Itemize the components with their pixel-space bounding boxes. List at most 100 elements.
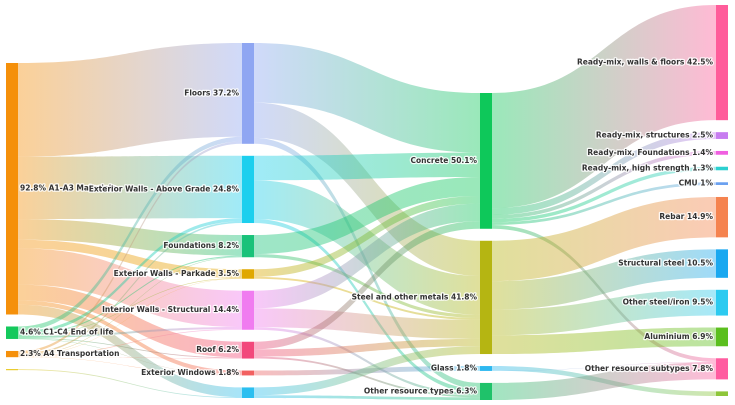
link bbox=[18, 328, 242, 357]
link bbox=[18, 219, 242, 256]
link bbox=[18, 356, 242, 359]
link bbox=[18, 284, 242, 358]
link bbox=[18, 239, 242, 278]
node bbox=[716, 327, 728, 347]
node bbox=[716, 196, 728, 238]
node-label: Other steel/iron 9.5% bbox=[623, 298, 714, 307]
link bbox=[254, 276, 480, 320]
link bbox=[492, 166, 716, 223]
links bbox=[18, 5, 716, 400]
link bbox=[254, 195, 480, 277]
node bbox=[480, 382, 492, 400]
link bbox=[18, 300, 242, 375]
link bbox=[254, 395, 480, 400]
node bbox=[716, 289, 728, 316]
link bbox=[254, 102, 480, 277]
node-label: Ready-mix, Foundations 1.4% bbox=[587, 148, 713, 157]
node-label: Ready-mix, high strength 1.3% bbox=[582, 164, 714, 173]
link bbox=[492, 196, 716, 282]
link bbox=[18, 327, 242, 338]
link bbox=[18, 155, 242, 220]
node-label: Ready-mix, structures 2.5% bbox=[596, 131, 714, 140]
link bbox=[254, 346, 480, 396]
node bbox=[716, 358, 728, 380]
link bbox=[492, 249, 716, 310]
node bbox=[242, 155, 254, 224]
node bbox=[480, 93, 492, 229]
node bbox=[242, 290, 254, 330]
node-label: 4.6% C1-C4 End of life bbox=[20, 328, 114, 337]
node-label: Rebar 14.9% bbox=[659, 212, 713, 221]
link bbox=[492, 362, 716, 371]
node bbox=[242, 341, 254, 359]
link bbox=[18, 218, 242, 335]
node bbox=[716, 150, 728, 155]
link bbox=[254, 177, 480, 254]
nodes bbox=[6, 5, 728, 400]
node-label: Floors 37.2% bbox=[184, 88, 239, 97]
link bbox=[492, 327, 716, 355]
node-label: Other resource subtypes 7.8% bbox=[585, 364, 714, 373]
node-label: Exterior Walls - Above Grade 24.8% bbox=[89, 184, 240, 193]
link bbox=[492, 150, 716, 219]
link bbox=[18, 221, 242, 356]
node bbox=[716, 166, 728, 171]
node bbox=[480, 366, 492, 371]
node-label: Ready-mix, walls & floors 42.5% bbox=[577, 58, 713, 67]
node bbox=[716, 132, 728, 139]
node-label: CMU 1% bbox=[679, 179, 714, 188]
link bbox=[492, 5, 716, 209]
node bbox=[242, 269, 254, 279]
node-label: Glass 1.8% bbox=[431, 363, 478, 372]
link bbox=[254, 152, 480, 181]
link bbox=[492, 362, 716, 400]
link bbox=[492, 289, 716, 336]
link bbox=[492, 182, 716, 225]
link bbox=[492, 132, 716, 215]
node-label: Interior Walls - Structural 14.4% bbox=[102, 305, 239, 314]
node bbox=[242, 43, 254, 144]
link bbox=[18, 43, 242, 157]
node-label: 2.3% A4 Transportation bbox=[20, 349, 119, 358]
node-label: Steel and other metals 41.8% bbox=[352, 292, 478, 301]
link bbox=[254, 43, 480, 153]
node bbox=[242, 370, 254, 376]
node bbox=[6, 326, 18, 339]
link bbox=[254, 327, 480, 396]
link bbox=[18, 141, 242, 354]
node bbox=[6, 350, 18, 358]
node-label: Other resource types 6.3% bbox=[364, 386, 478, 395]
node-label: Structural steel 10.5% bbox=[618, 259, 713, 268]
link bbox=[254, 221, 480, 350]
labels: 92.8% A1-A3 Materials 4.6% C1-C4 End of l… bbox=[19, 56, 715, 396]
link bbox=[18, 256, 242, 356]
node bbox=[716, 5, 728, 121]
link bbox=[18, 369, 242, 398]
link bbox=[254, 338, 480, 357]
link bbox=[254, 203, 480, 309]
node bbox=[480, 240, 492, 355]
link bbox=[18, 337, 242, 359]
node bbox=[6, 63, 18, 315]
link bbox=[18, 304, 242, 398]
node bbox=[716, 391, 728, 396]
node-label: Concrete 50.1% bbox=[410, 156, 477, 165]
node bbox=[716, 249, 728, 278]
link bbox=[18, 356, 242, 376]
link bbox=[18, 277, 242, 336]
node-label: 92.8% A1-A3 Materials bbox=[20, 184, 116, 193]
node bbox=[716, 182, 728, 185]
node-label: Foundations 8.2% bbox=[163, 241, 239, 250]
link bbox=[254, 218, 480, 393]
node bbox=[242, 235, 254, 258]
link bbox=[18, 255, 242, 336]
link bbox=[18, 338, 242, 376]
link bbox=[254, 308, 480, 339]
link bbox=[254, 356, 480, 398]
node-label: Aluminium 6.9% bbox=[644, 332, 713, 341]
node bbox=[242, 387, 254, 398]
node-label: Exterior Windows 1.8% bbox=[141, 368, 239, 377]
link bbox=[18, 278, 242, 356]
